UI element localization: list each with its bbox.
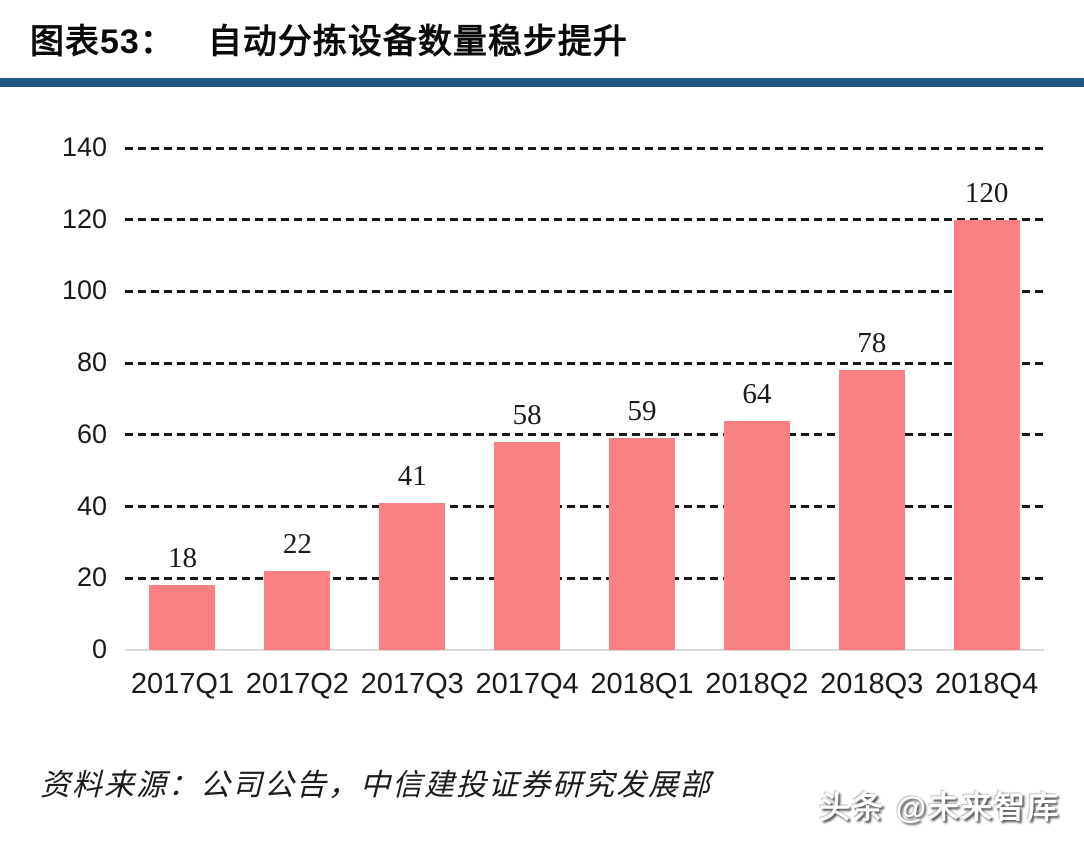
x-axis-tick-label: 2017Q4 bbox=[475, 668, 579, 700]
y-gridline bbox=[125, 218, 1044, 222]
source-note: 资料来源：公司公告，中信建投证券研究发展部 bbox=[40, 769, 712, 802]
y-gridline bbox=[125, 361, 1044, 365]
bar-value-label: 59 bbox=[627, 395, 657, 428]
bar-value-label: 22 bbox=[282, 528, 312, 561]
bar bbox=[264, 571, 331, 650]
y-gridline bbox=[125, 146, 1044, 150]
y-axis-tick-label: 0 bbox=[91, 634, 107, 664]
bar-value-label: 120 bbox=[964, 176, 1009, 209]
y-axis-tick-label: 60 bbox=[76, 418, 107, 449]
bar-value-label: 41 bbox=[397, 460, 427, 492]
x-axis-tick-label: 2018Q4 bbox=[934, 668, 1039, 700]
bar bbox=[838, 370, 905, 650]
bar-value-label: 64 bbox=[742, 377, 772, 410]
y-axis-tick-label: 140 bbox=[61, 132, 107, 162]
figure-number-label: 图表53： bbox=[30, 23, 175, 61]
header-divider-line bbox=[0, 78, 1084, 87]
x-axis-tick-label: 2017Q2 bbox=[245, 668, 349, 700]
page-title: 自动分拣设备数量稳步提升 bbox=[207, 23, 628, 61]
bar-value-label: 18 bbox=[167, 542, 197, 575]
x-axis-tick-label: 2018Q1 bbox=[590, 668, 694, 700]
y-axis-tick-label: 100 bbox=[61, 275, 107, 306]
chart-header: 图表53： 自动分拣设备数量稳步提升 bbox=[30, 14, 1064, 63]
y-axis-tick-label: 20 bbox=[76, 562, 107, 593]
bar bbox=[149, 585, 216, 650]
bar bbox=[723, 420, 790, 650]
bar bbox=[608, 438, 675, 650]
bar bbox=[379, 503, 446, 650]
x-axis-tick-label: 2018Q2 bbox=[705, 668, 809, 700]
y-gridline bbox=[125, 576, 1044, 580]
y-axis-tick-label: 120 bbox=[61, 203, 107, 234]
x-axis-tick-label: 2017Q3 bbox=[360, 668, 464, 700]
bar-value-label: 58 bbox=[512, 399, 542, 432]
y-gridline bbox=[125, 433, 1044, 437]
plot-area: 0 20 40 60 80 100 120 140 18 2017Q1 22 2017Q2 41 2017… bbox=[62, 132, 1044, 700]
watermark-label: 头条 @未来智库 bbox=[819, 790, 1060, 825]
y-axis-tick-label: 40 bbox=[76, 490, 107, 521]
bar bbox=[494, 442, 561, 650]
x-axis-tick-label: 2018Q3 bbox=[820, 668, 924, 700]
x-axis-tick-label: 2017Q1 bbox=[130, 668, 235, 700]
x-axis-line bbox=[125, 649, 1044, 651]
y-gridline bbox=[125, 289, 1044, 293]
bar bbox=[953, 219, 1020, 650]
bar-value-label: 78 bbox=[857, 327, 887, 360]
y-gridline bbox=[125, 505, 1044, 509]
y-axis-tick-label: 80 bbox=[76, 347, 107, 378]
